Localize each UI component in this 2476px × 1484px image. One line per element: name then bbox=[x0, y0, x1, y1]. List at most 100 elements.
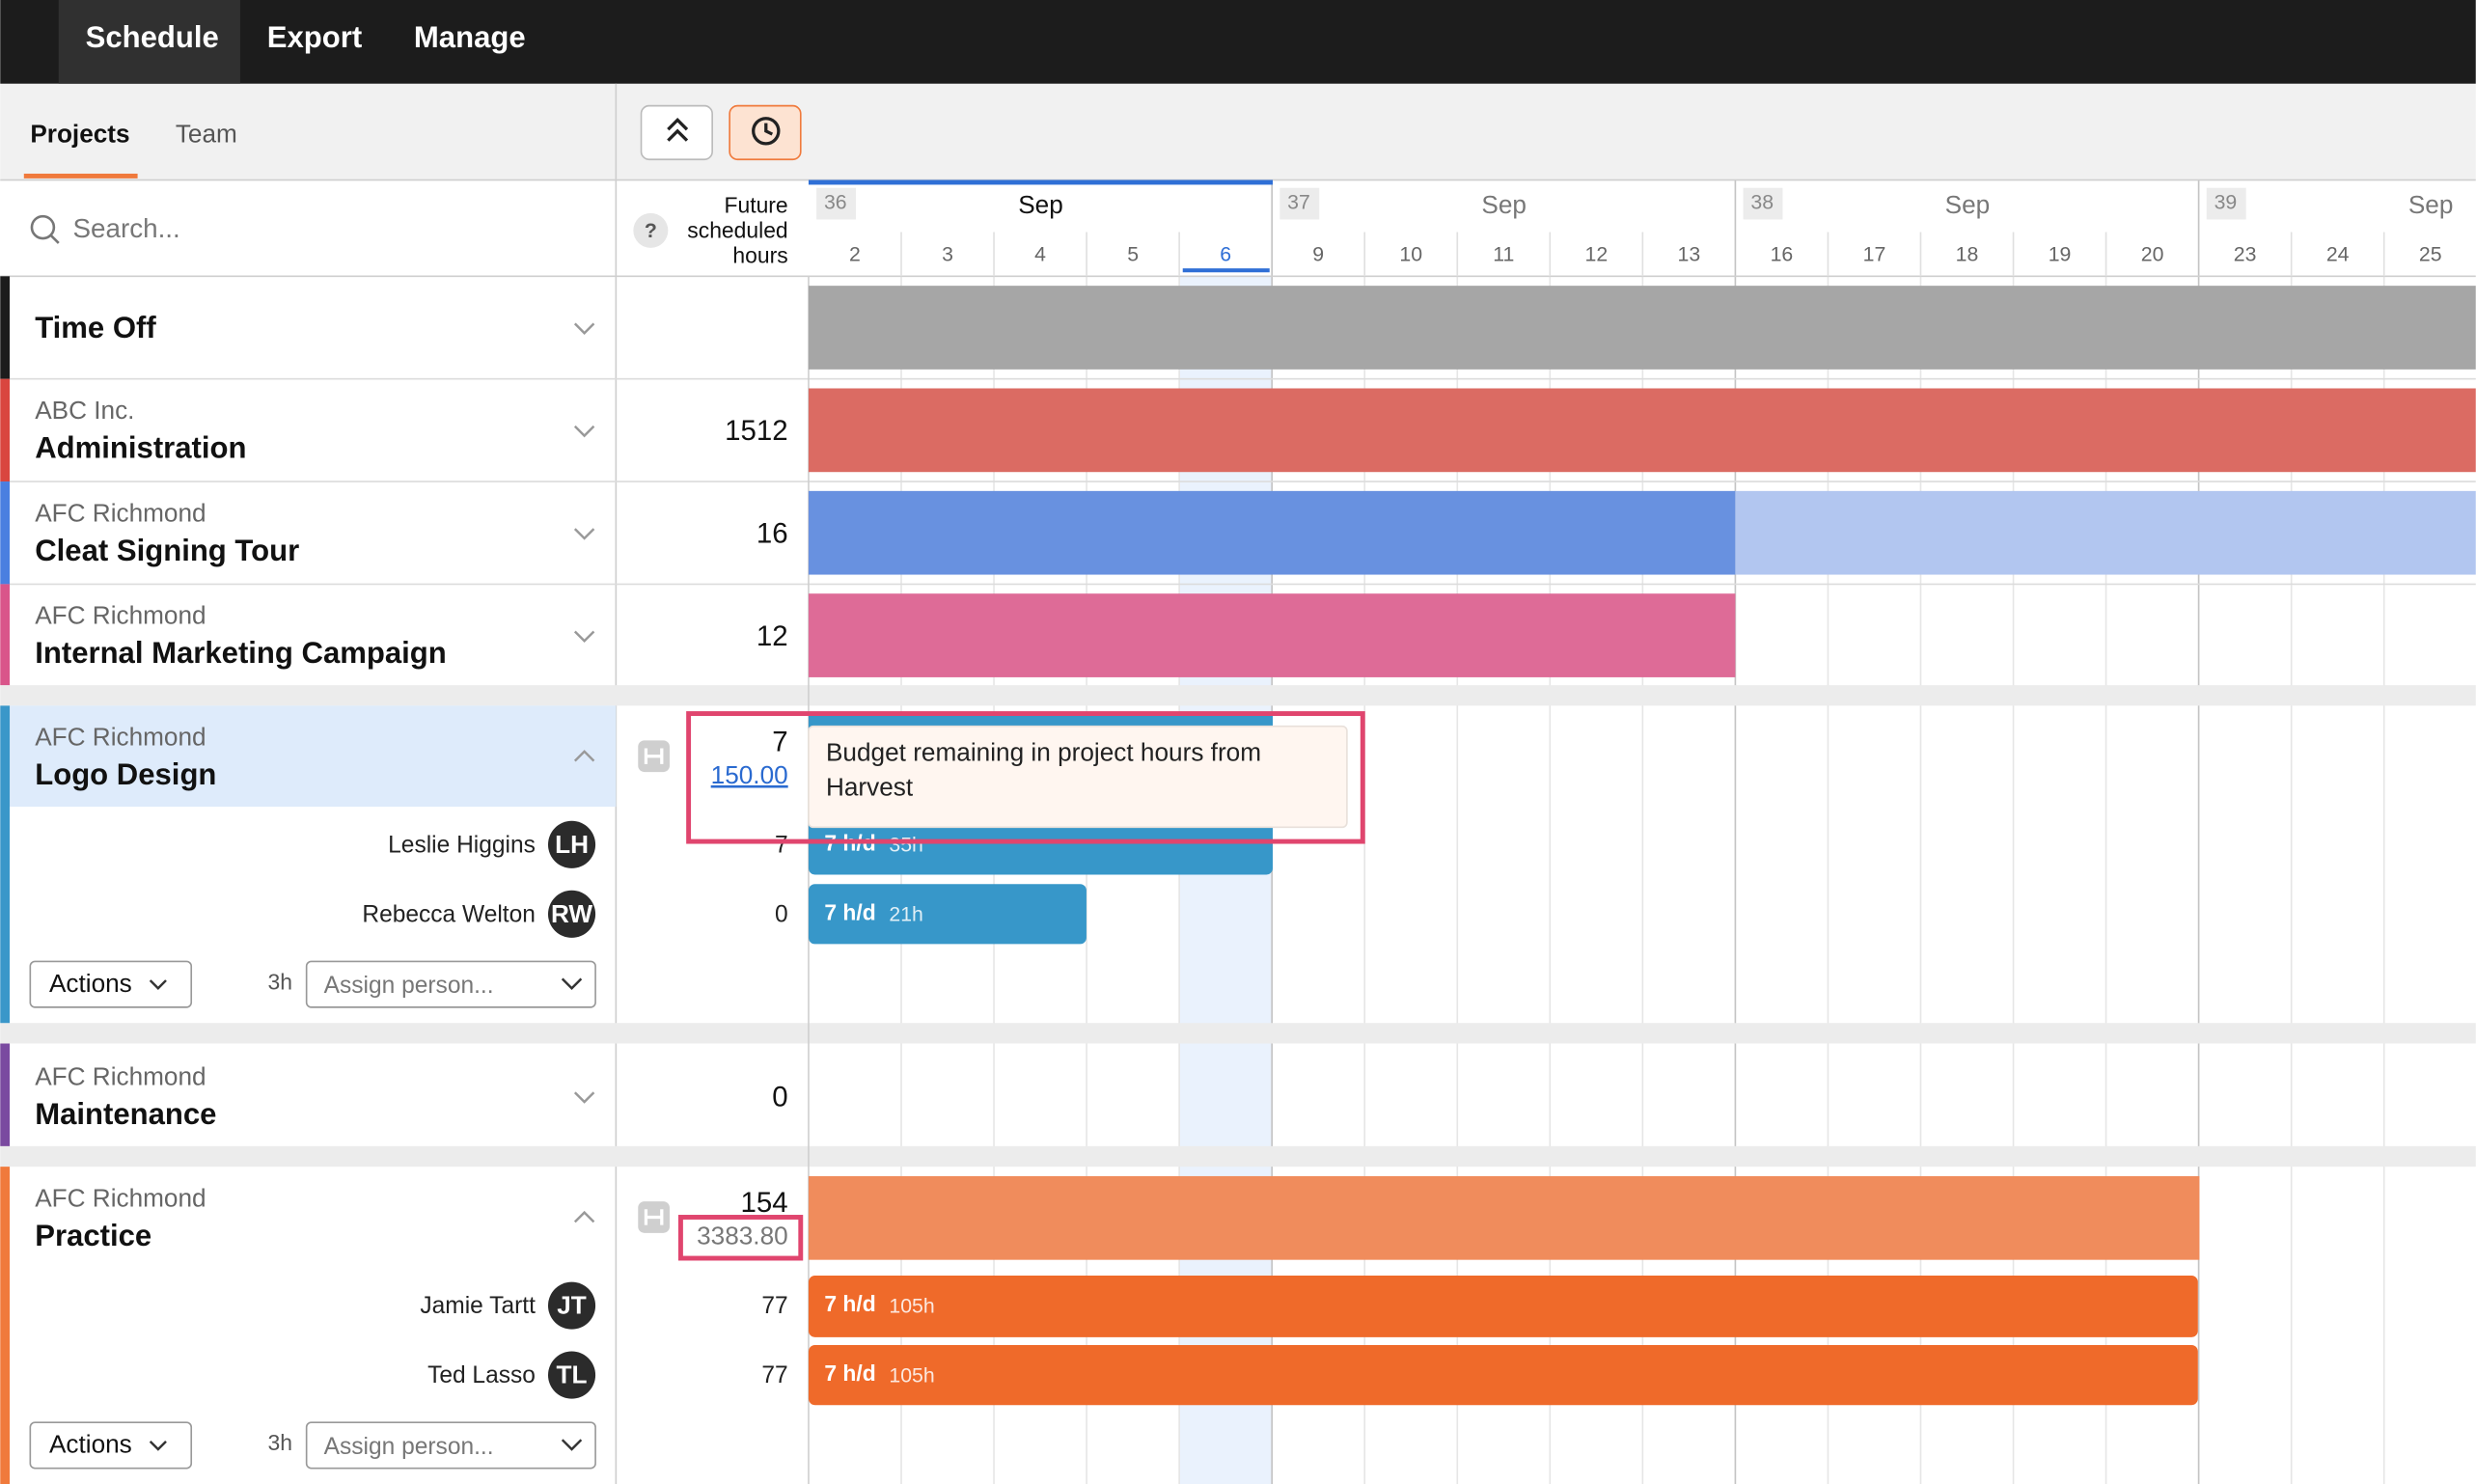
search[interactable]: Search... bbox=[30, 213, 180, 244]
nav-item[interactable]: Schedule bbox=[86, 20, 219, 54]
avatar bbox=[547, 890, 596, 938]
avatar bbox=[547, 1351, 596, 1399]
clock-button[interactable] bbox=[729, 104, 802, 161]
avatar bbox=[547, 820, 596, 868]
day-label: 17 bbox=[1863, 243, 1886, 266]
day-label: 25 bbox=[2419, 243, 2442, 266]
client-name: AFC Richmond bbox=[35, 1183, 206, 1212]
week-number: 37 bbox=[1287, 191, 1310, 214]
assignment-rate: 7 h/d bbox=[824, 1360, 875, 1386]
row-stripe bbox=[0, 1167, 11, 1484]
assign-select[interactable]: Assign person... bbox=[305, 960, 596, 1008]
week-month: Sep bbox=[1945, 190, 1991, 219]
collapse-button[interactable] bbox=[640, 104, 713, 161]
project-bar bbox=[808, 490, 1736, 575]
week-number-box bbox=[816, 187, 857, 220]
nav-item[interactable]: Manage bbox=[414, 20, 526, 54]
actions-button[interactable]: Actions bbox=[29, 1421, 193, 1470]
client-name: AFC Richmond bbox=[35, 498, 206, 527]
scheduled-hours: 0 bbox=[772, 1082, 787, 1113]
actions-label: Actions bbox=[49, 969, 132, 998]
collapse-chevron[interactable] bbox=[573, 1210, 595, 1223]
harvest-icon[interactable] bbox=[638, 740, 670, 773]
assignment-rate: 7 h/d bbox=[824, 1291, 875, 1316]
day-label: 19 bbox=[2049, 243, 2072, 266]
expand-chevron[interactable] bbox=[573, 528, 595, 540]
expand-chevron[interactable] bbox=[573, 322, 595, 335]
assign-placeholder: Assign person... bbox=[324, 1434, 494, 1460]
week-number: 39 bbox=[2215, 191, 2238, 214]
tab[interactable]: Team bbox=[176, 120, 237, 149]
assignment-bar[interactable] bbox=[808, 1345, 2198, 1406]
actions-button[interactable]: Actions bbox=[29, 960, 193, 1008]
client-name: AFC Richmond bbox=[35, 601, 206, 630]
scheduled-hours: 16 bbox=[757, 517, 788, 549]
avatar-initials: RW bbox=[551, 899, 592, 928]
harvest-icon[interactable] bbox=[638, 1201, 670, 1233]
help-icon[interactable] bbox=[633, 212, 669, 248]
day-label: 13 bbox=[1678, 243, 1701, 266]
person-name: Leslie Higgins bbox=[388, 832, 536, 858]
nav-item[interactable]: Export bbox=[267, 20, 362, 54]
project-bar bbox=[808, 593, 1736, 677]
week-number: 36 bbox=[824, 191, 847, 214]
row-stripe bbox=[0, 481, 11, 585]
project-name: Logo Design bbox=[35, 757, 216, 791]
hours-header: Future bbox=[725, 192, 788, 217]
client-name: AFC Richmond bbox=[35, 1061, 206, 1090]
day-label: 20 bbox=[2141, 243, 2164, 266]
project-bar bbox=[808, 388, 2476, 473]
expand-chevron[interactable] bbox=[573, 425, 595, 438]
week-number-box bbox=[1279, 187, 1320, 220]
person-hours: 7 bbox=[775, 832, 788, 858]
tab[interactable]: Projects bbox=[30, 120, 129, 149]
scheduled-hours: 154 bbox=[741, 1187, 788, 1219]
row-header-active bbox=[10, 705, 617, 808]
assignment-total: 105h bbox=[889, 1363, 934, 1387]
toolbar-bg bbox=[0, 83, 2476, 180]
week-number-box bbox=[2206, 187, 2246, 220]
row-stripe bbox=[0, 378, 11, 482]
tooltip-text: Budget remaining in project hours from H… bbox=[825, 740, 1262, 803]
assignment-bar[interactable] bbox=[808, 884, 1087, 945]
day-label: 5 bbox=[1127, 243, 1139, 266]
tab-underline bbox=[23, 173, 138, 179]
client-name: AFC Richmond bbox=[35, 723, 206, 752]
avatar-initials: TL bbox=[557, 1360, 588, 1389]
day-label: 6 bbox=[1220, 243, 1231, 266]
today-underline bbox=[1182, 268, 1270, 273]
week-number-box bbox=[1743, 187, 1783, 220]
day-label: 4 bbox=[1034, 243, 1046, 266]
person-name: Ted Lasso bbox=[427, 1362, 536, 1388]
group-gap bbox=[0, 685, 2476, 706]
week-month: Sep bbox=[2408, 190, 2454, 219]
week-number: 38 bbox=[1750, 191, 1774, 214]
day-label: 11 bbox=[1493, 243, 1514, 266]
project-name: Internal Marketing Campaign bbox=[35, 636, 447, 670]
highlight-box bbox=[677, 1215, 804, 1261]
week-month: Sep bbox=[1481, 190, 1527, 219]
actions-label: Actions bbox=[49, 1430, 132, 1459]
day-label: 18 bbox=[1956, 243, 1979, 266]
expand-chevron[interactable] bbox=[573, 630, 595, 644]
assignment-rate: 7 h/d bbox=[824, 899, 875, 924]
collapse-chevron[interactable] bbox=[573, 750, 595, 762]
day-label: 10 bbox=[1399, 243, 1422, 266]
assignment-bar[interactable] bbox=[808, 1276, 2198, 1337]
assignment-total: 105h bbox=[889, 1294, 934, 1317]
budget-remaining[interactable]: 150.00 bbox=[711, 760, 788, 789]
highlight-box bbox=[686, 711, 1365, 844]
scheduled-hours: 7 bbox=[772, 726, 787, 757]
expand-chevron[interactable] bbox=[573, 1091, 595, 1104]
person-hours: 77 bbox=[761, 1293, 787, 1319]
avatar-initials: LH bbox=[555, 830, 589, 859]
tooltip-body: Budget remaining in project hours from H… bbox=[825, 740, 1262, 803]
tooltip bbox=[808, 725, 1348, 829]
day-label: 2 bbox=[849, 243, 861, 266]
assign-select[interactable]: Assign person... bbox=[305, 1421, 596, 1470]
current-week-bar bbox=[808, 179, 1273, 185]
project-name: Cleat Signing Tour bbox=[35, 534, 299, 567]
